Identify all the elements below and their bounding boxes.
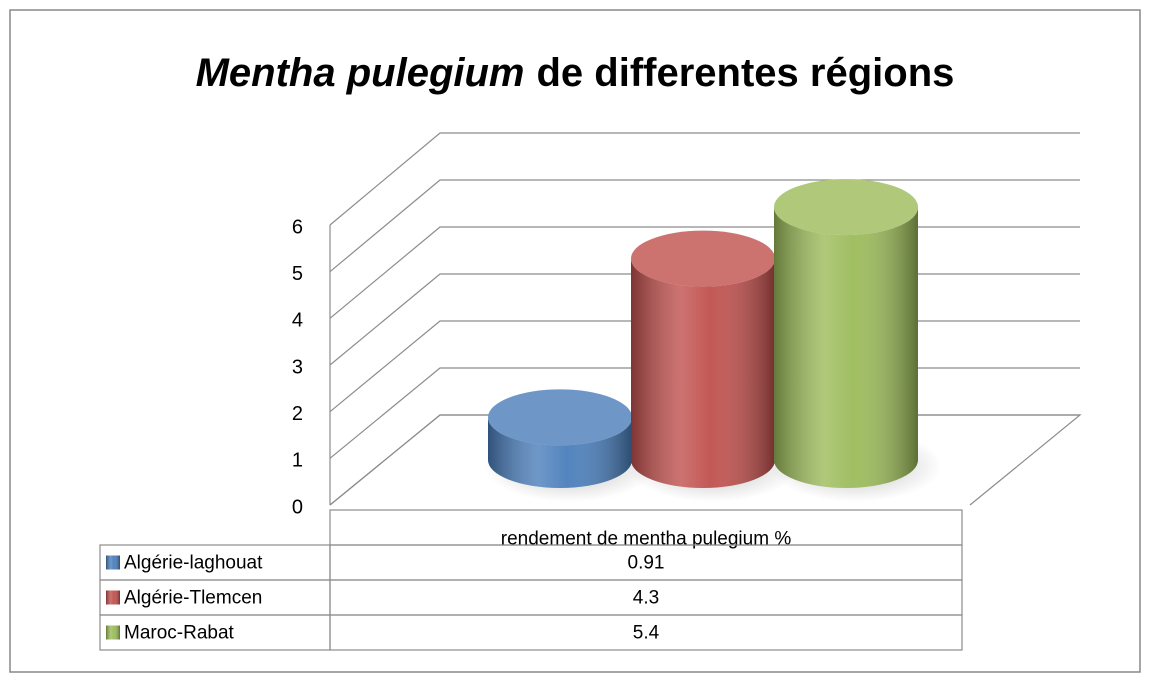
cylinder-top-highlight [774, 179, 918, 236]
y-tick-label: 3 [292, 356, 303, 378]
chart-title: Mentha pulegium de differentes régions [196, 51, 955, 95]
table-value: 5.4 [633, 623, 660, 644]
legend-label: Algérie-Tlemcen [124, 588, 262, 609]
chart-frame [9, 9, 1141, 673]
y-tick-label: 0 [292, 496, 303, 518]
legend-swatch-shade [106, 625, 120, 640]
title-rest: de differentes régions [537, 51, 955, 95]
legend-swatch-shade [106, 590, 120, 605]
grid-line [329, 179, 1080, 273]
cylinder-top-highlight [631, 230, 775, 287]
cylinder-top [488, 389, 632, 446]
cylinder-shading [774, 207, 918, 488]
table-value: 4.3 [633, 588, 659, 609]
grid-line [329, 132, 1080, 226]
legend-label: Algérie-laghouat [124, 553, 263, 574]
y-tick-label: 4 [292, 310, 303, 332]
cylinder-top [774, 179, 918, 236]
cylinder-shading [488, 417, 632, 488]
y-tick-label: 1 [292, 450, 303, 472]
y-tick-label: 6 [292, 216, 303, 238]
legend-swatch-shade [106, 555, 120, 570]
y-tick-label: 5 [292, 263, 303, 285]
title-italic: Mentha pulegium [196, 51, 525, 95]
cylinder-top-highlight [488, 389, 632, 446]
cylinder-shading [631, 258, 775, 488]
y-tick-label: 2 [292, 403, 303, 425]
table-value-cell [329, 614, 963, 651]
table-value: 0.91 [628, 553, 665, 574]
cylinder-top [631, 230, 775, 287]
legend-label: Maroc-Rabat [124, 623, 235, 644]
category-label: rendement de mentha pulegium % [501, 529, 792, 550]
